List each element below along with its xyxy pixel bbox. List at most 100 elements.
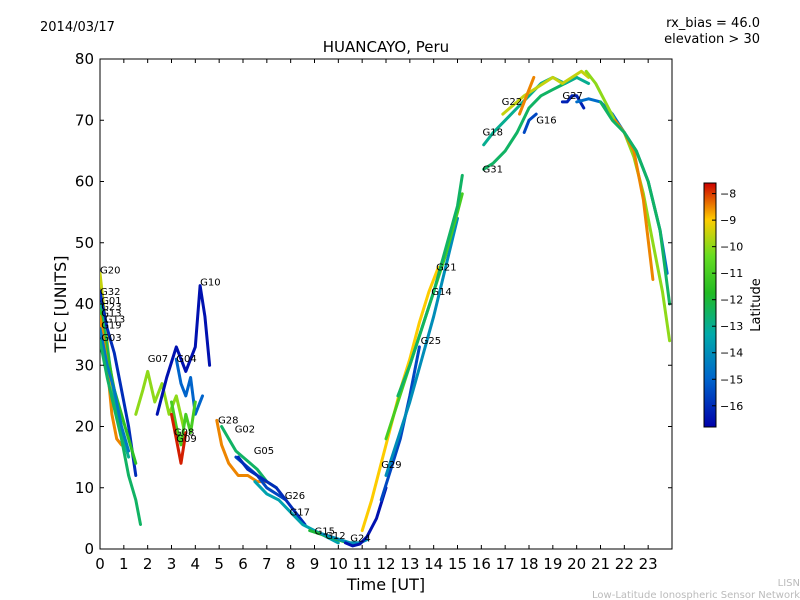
sat-label-g20: G20: [100, 265, 120, 276]
x-tick-label: 13: [400, 555, 419, 573]
colorbar-tick-label: −10: [720, 241, 743, 254]
series-line-g03: [100, 339, 142, 526]
colorbar-ticks: −8 −9 −10 −11 −12 −13 −14 −15 −16: [712, 188, 743, 413]
sat-label-g08: G08: [174, 428, 194, 439]
series-line-g08: [170, 400, 197, 447]
colorbar-tick-label: −8: [720, 188, 736, 201]
series-line-g24: [344, 486, 388, 548]
series-line-g14: [384, 216, 459, 477]
sat-label-g25: G25: [421, 336, 441, 347]
sat-label-g03: G03: [101, 333, 121, 344]
series-line-g22b: [518, 75, 536, 116]
x-tick-label: 20: [567, 555, 586, 573]
sat-label-g09: G09: [176, 434, 196, 445]
y-tick-label: 80: [75, 50, 94, 68]
x-tick-label: 6: [238, 555, 248, 573]
colorbar-tick-label: −12: [720, 294, 743, 307]
chart-title: HUANCAYO, Peru: [323, 38, 449, 56]
sat-label-g15: G15: [315, 526, 335, 537]
y-tick-label: 0: [84, 540, 94, 558]
colorbar-tick-label: −16: [720, 400, 743, 413]
sat-label-g22: G22: [502, 97, 522, 108]
x-tick-label: 22: [615, 555, 634, 573]
series-line-g07: [134, 369, 185, 428]
y-tick-label: 10: [75, 479, 94, 497]
y-tick-label: 60: [75, 173, 94, 191]
colorbar-tick-label: −14: [720, 347, 743, 360]
sat-label-g29: G29: [381, 460, 401, 471]
colorbar-tick-label: −13: [720, 320, 743, 333]
x-tick-label: 1: [119, 555, 129, 573]
sat-label-g26: G26: [285, 491, 305, 502]
series-line-g19: [100, 327, 131, 453]
sat-label-g10: G10: [200, 278, 220, 289]
sat-label-g23: G23: [101, 302, 121, 313]
date-label: 2014/03/17: [40, 20, 115, 35]
series-line-g28: [215, 418, 269, 484]
sat-label-g13: G13: [101, 308, 121, 319]
footer-network: Low-Latitude Ionospheric Sensor Network: [592, 590, 800, 600]
x-tick-label: 11: [353, 555, 372, 573]
sat-label-g13: G13: [105, 314, 125, 325]
x-tick-label: 7: [262, 555, 272, 573]
series-line-g09: [170, 412, 188, 465]
plot-area: [99, 58, 673, 550]
y-tick-label: 20: [75, 418, 94, 436]
x-tick-label: 2: [143, 555, 153, 573]
sat-label-g07: G07: [148, 354, 168, 365]
x-axis-ticks: 0 1 2 3 4 5 6 7 8 9 10 11 12 13 14 15 16 17 18 19 20 21 22 23: [95, 59, 658, 573]
y-tick-label: 70: [75, 111, 94, 129]
sat-label-g27: G27: [562, 91, 582, 102]
x-tick-label: 0: [95, 555, 105, 573]
x-tick-label: 5: [214, 555, 224, 573]
series-line-g10: [155, 284, 212, 416]
x-tick-label: 9: [310, 555, 320, 573]
series-line-g21b: [396, 173, 464, 398]
colorbar: [703, 182, 717, 428]
elevation-label: elevation > 30: [664, 32, 760, 47]
sat-label-g14: G14: [431, 287, 451, 298]
sat-label-g16: G16: [536, 115, 556, 126]
x-tick-label: 17: [496, 555, 515, 573]
x-tick-label: 3: [167, 555, 177, 573]
footer-lisn: LISN: [778, 578, 800, 589]
y-tick-label: 40: [75, 295, 94, 313]
sat-label-g31: G31: [483, 164, 503, 175]
x-tick-label: 19: [543, 555, 562, 573]
x-tick-label: 4: [191, 555, 201, 573]
x-tick-label: 14: [424, 555, 443, 573]
sat-label-g21: G21: [436, 262, 456, 273]
sat-label-g17: G17: [290, 507, 310, 518]
series-line-g16: [522, 112, 538, 134]
sat-label-g12: G12: [325, 531, 345, 542]
series-line-g25: [379, 345, 421, 502]
series-line-g04: [174, 357, 204, 416]
x-tick-label: 15: [448, 555, 467, 573]
colorbar-label: Latitude: [749, 278, 764, 332]
colorbar-tick-label: −15: [720, 373, 743, 386]
sat-label-g04: G04: [176, 354, 196, 365]
y-tick-label: 30: [75, 356, 94, 374]
x-tick-label: 10: [329, 555, 348, 573]
series-line-g32b: [599, 100, 672, 306]
sat-label-g24: G24: [350, 534, 370, 545]
colorbar-tick-label: −9: [720, 214, 736, 227]
x-tick-label: 23: [639, 555, 658, 573]
x-tick-label: 18: [519, 555, 538, 573]
series-line-g32: [100, 290, 138, 477]
colorbar-tick-label: −11: [720, 267, 743, 280]
sat-label-g28: G28: [218, 415, 238, 426]
sat-label-g01: G01: [101, 296, 121, 307]
sat-label-g18: G18: [483, 128, 503, 139]
x-axis-label: Time [UT]: [346, 575, 425, 594]
y-tick-label: 50: [75, 234, 94, 252]
sat-label-g32: G32: [100, 287, 120, 298]
series-line-g22: [501, 69, 591, 116]
sat-label-g05: G05: [254, 446, 274, 457]
rx-bias-label: rx_bias = 46.0: [666, 16, 760, 31]
y-axis-ticks: 0 10 20 30 40 50 60 70 80: [75, 50, 672, 558]
x-tick-label: 12: [376, 555, 395, 573]
x-tick-label: 16: [472, 555, 491, 573]
